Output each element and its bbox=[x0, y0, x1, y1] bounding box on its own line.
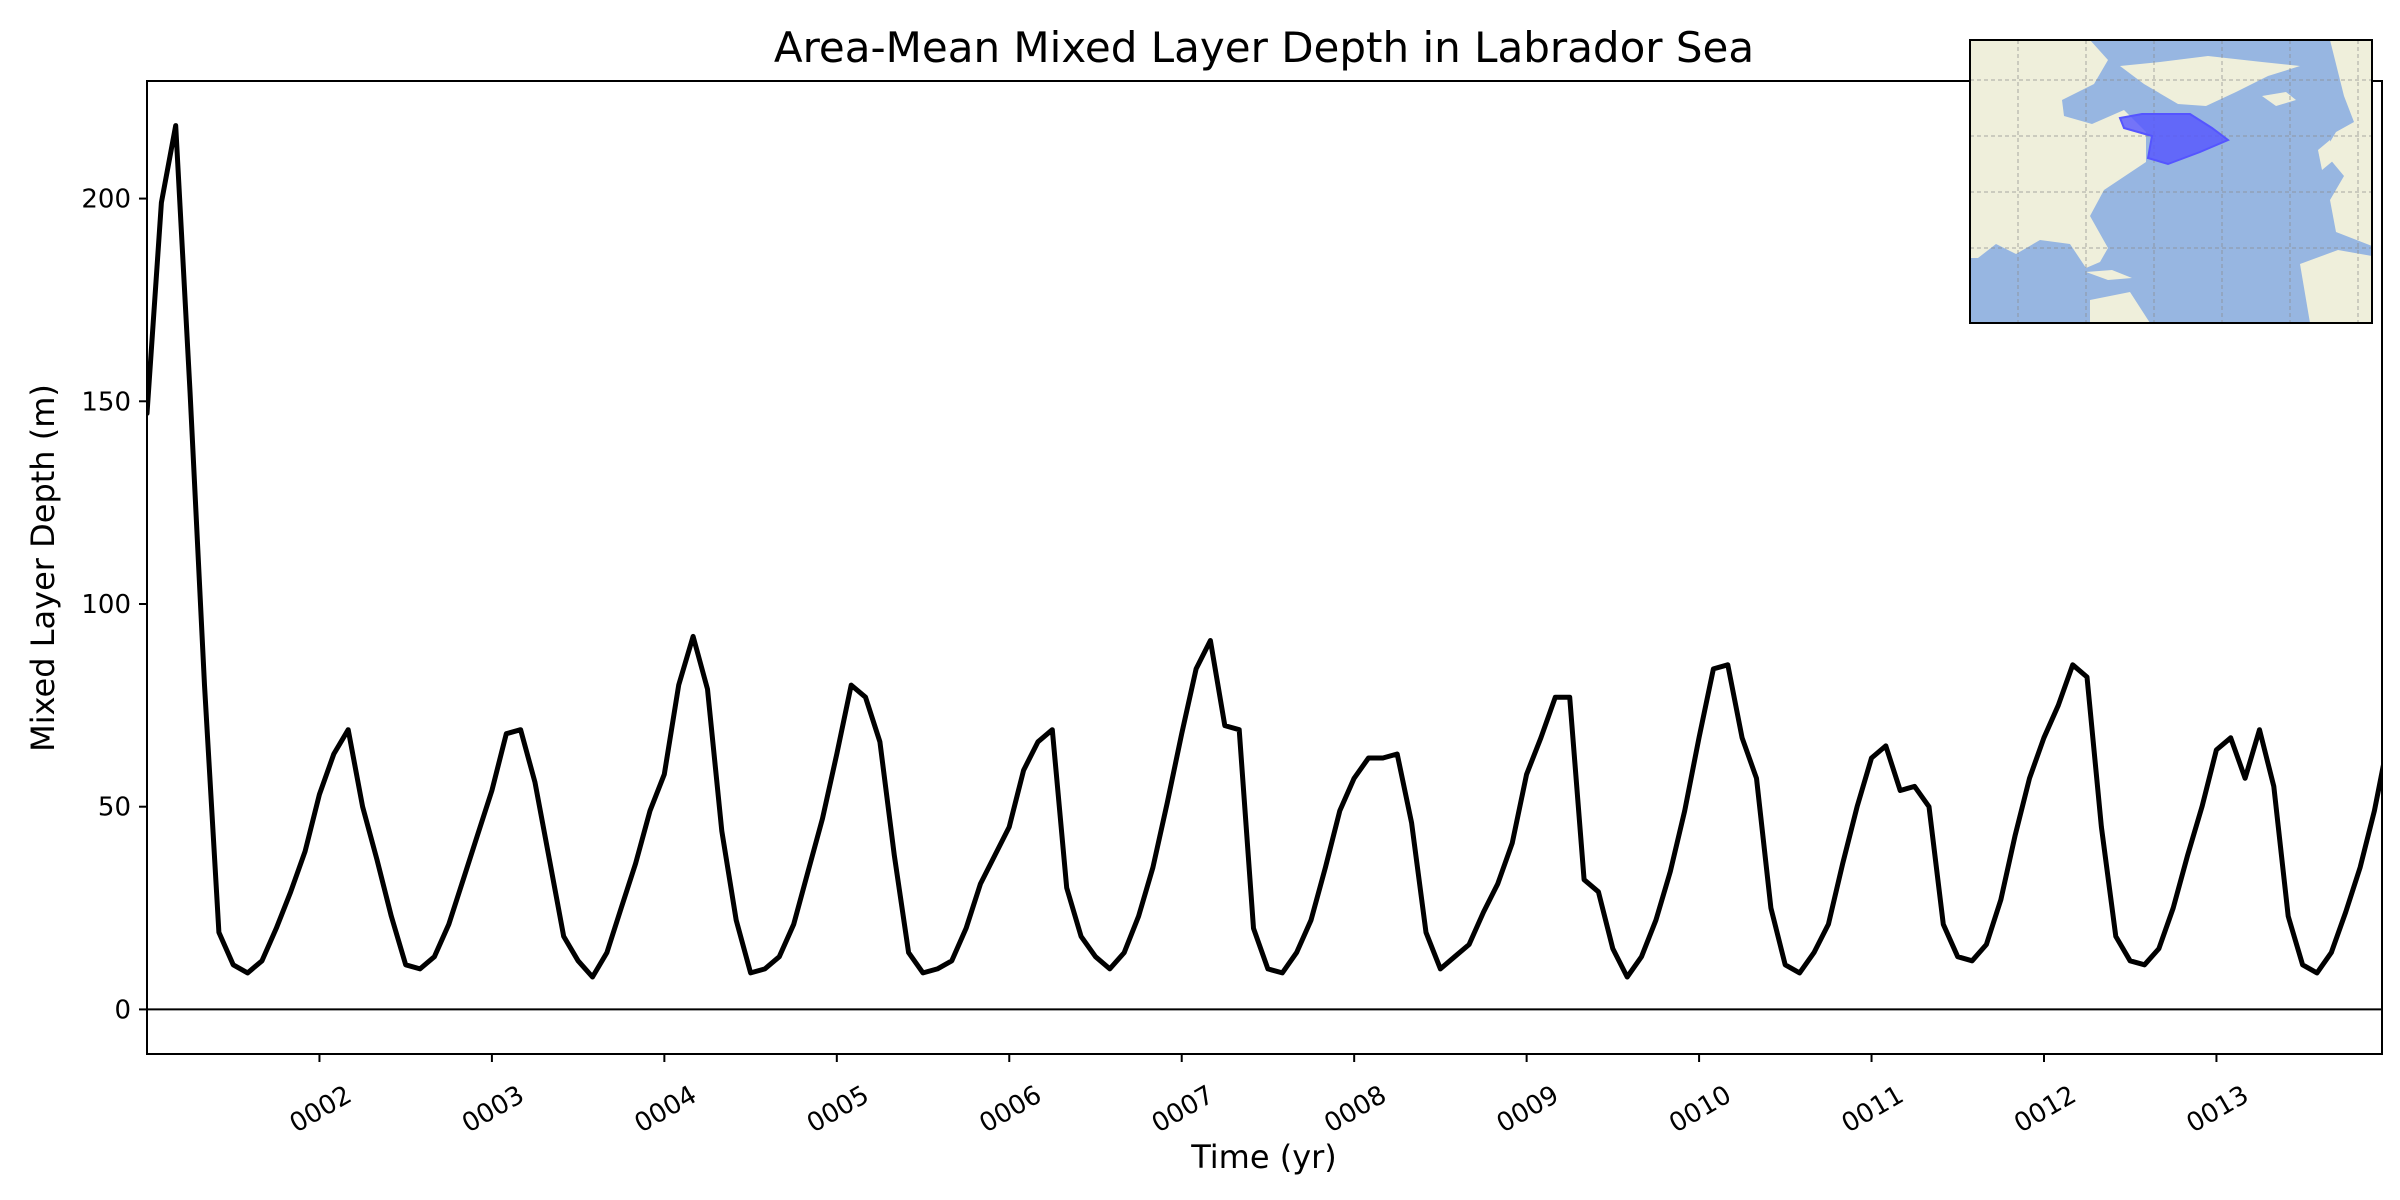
y-tick-label: 200 bbox=[81, 185, 131, 215]
land-iceland bbox=[2262, 92, 2296, 106]
inset-map bbox=[1969, 39, 2373, 324]
land-cuba bbox=[2086, 270, 2132, 280]
inset-frame bbox=[1969, 39, 2373, 324]
x-axis-label: Time (yr) bbox=[1190, 1138, 1337, 1176]
inset-gridlines bbox=[1970, 40, 2372, 323]
land-british-isles bbox=[2318, 140, 2334, 170]
land-north-america bbox=[1970, 40, 2146, 268]
chart-title: Area-Mean Mixed Layer Depth in Labrador … bbox=[774, 23, 1754, 72]
land-south-america bbox=[2090, 292, 2150, 323]
inset-land bbox=[1970, 40, 2372, 323]
plot-frame bbox=[146, 80, 2383, 1055]
y-axis-label: Mixed Layer Depth (m) bbox=[24, 384, 62, 752]
y-tick-label: 0 bbox=[114, 995, 131, 1025]
land-africa bbox=[2300, 250, 2372, 323]
series-line-0 bbox=[147, 123, 2382, 980]
land-europe bbox=[2324, 40, 2372, 246]
y-tick-label: 150 bbox=[81, 387, 131, 417]
series-layer bbox=[147, 123, 2382, 980]
land-greenland bbox=[2120, 56, 2300, 106]
y-tick-label: 50 bbox=[98, 793, 131, 823]
land-arctic-islands bbox=[2018, 74, 2064, 94]
labrador-sea-region bbox=[2118, 113, 2230, 166]
y-tick-label: 100 bbox=[81, 590, 131, 620]
y-axis-ticks: 0 50 100 150 200 bbox=[81, 185, 147, 1025]
